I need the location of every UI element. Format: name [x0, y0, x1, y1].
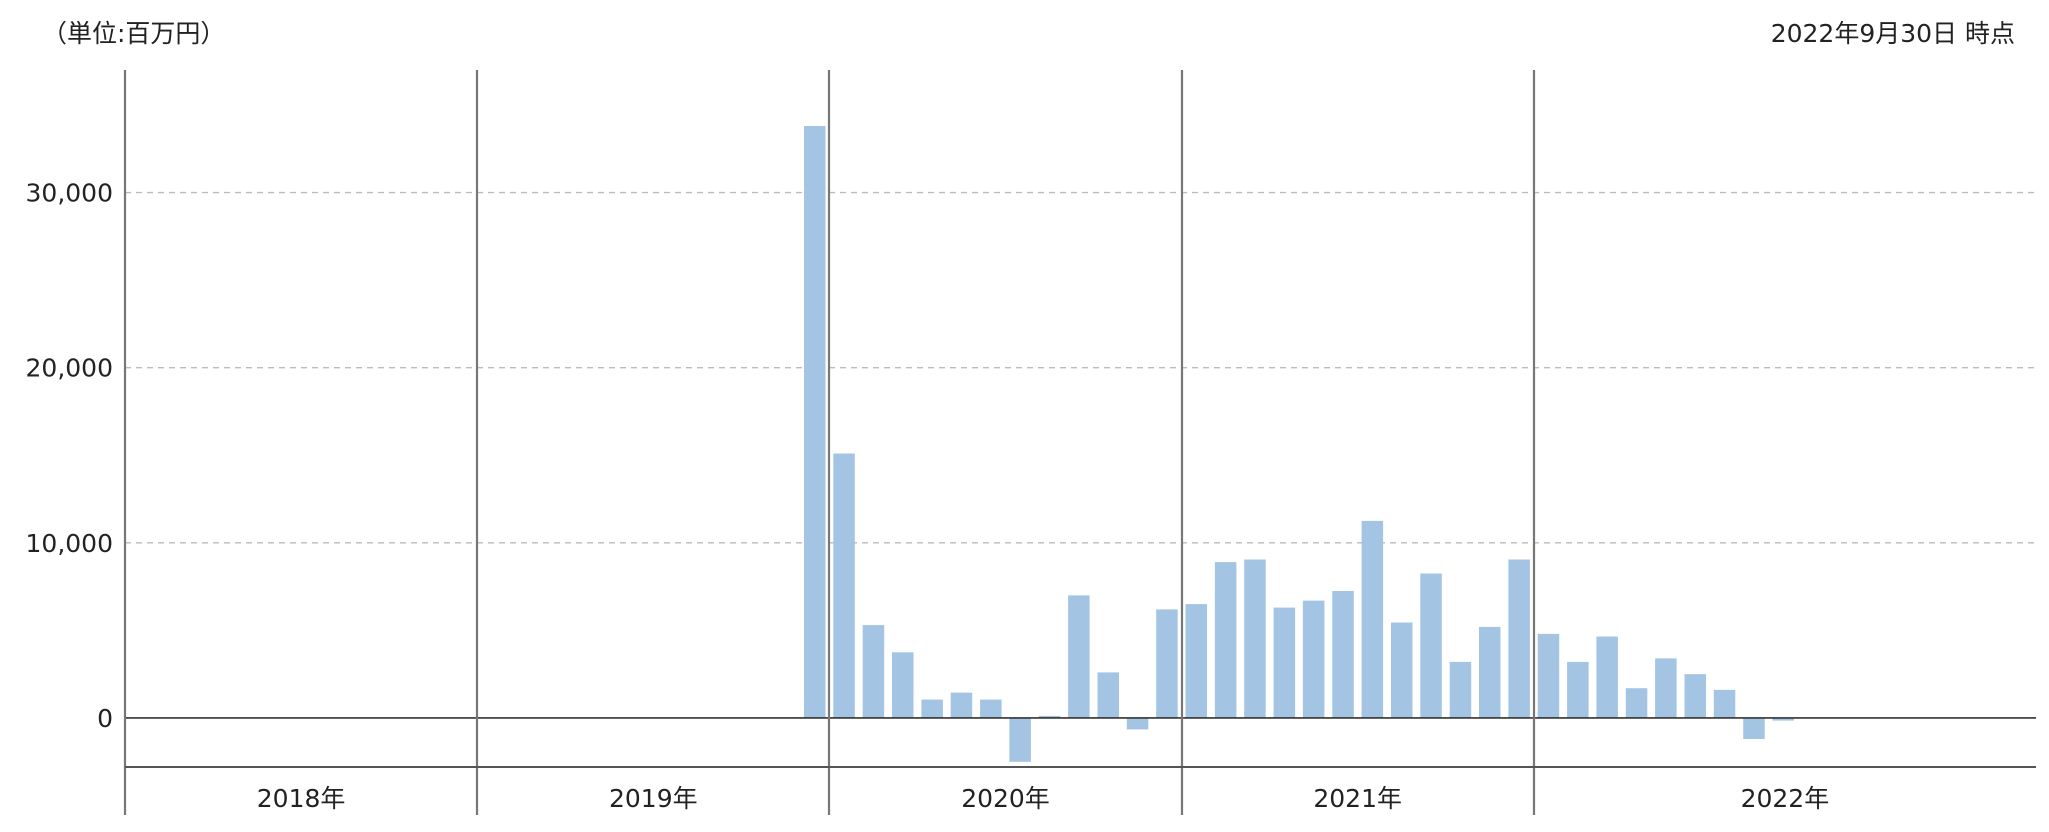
tick-labels: 0 10,000 20,000 30,000 2018年 2019年 2020年 2021年 2…: [26, 179, 1830, 813]
bar: [1038, 715, 1061, 718]
y-tick-label: 0: [97, 704, 113, 733]
bar: [921, 699, 943, 718]
bar: [1625, 688, 1648, 718]
gridlines: [125, 191, 2036, 544]
bar: [892, 652, 914, 718]
bar: [1302, 600, 1325, 718]
x-tick-label: 2020年: [961, 784, 1050, 813]
bar: [1772, 718, 1794, 721]
bar: [1449, 661, 1472, 718]
bar: [862, 625, 885, 718]
x-tick-label: 2019年: [609, 784, 698, 813]
bar: [1508, 559, 1530, 718]
bar: [1567, 661, 1589, 718]
x-tick-label: 2018年: [257, 784, 346, 813]
bar: [1332, 591, 1354, 718]
bar: [1391, 622, 1413, 718]
bar: [804, 126, 826, 718]
bar: [980, 699, 1002, 718]
bar: [1420, 573, 1442, 718]
bar: [1009, 718, 1031, 762]
unit-label: （単位:百万円）: [42, 19, 226, 48]
bar: [1126, 718, 1149, 730]
bar: [1537, 633, 1560, 718]
y-tick-label: 20,000: [26, 354, 113, 383]
axes: [123, 70, 2036, 815]
bars: [804, 126, 1794, 762]
as-of-date-label: 2022年9月30日 時点: [1770, 19, 2015, 48]
bar: [1596, 636, 1618, 718]
bar: [1713, 689, 1736, 718]
bar: [1214, 562, 1237, 718]
x-tick-label: 2021年: [1313, 784, 1402, 813]
bar: [1273, 607, 1296, 718]
bar: [1479, 626, 1501, 718]
bar: [1156, 609, 1178, 718]
bar: [950, 692, 973, 718]
y-tick-label: 10,000: [26, 529, 113, 558]
bar: [1185, 604, 1207, 718]
bar: [1068, 595, 1090, 718]
bar: [1743, 718, 1765, 739]
y-tick-label: 30,000: [26, 179, 113, 208]
x-tick-label: 2022年: [1741, 784, 1830, 813]
bar: [833, 453, 855, 718]
bar: [1244, 559, 1266, 718]
bar: [1655, 658, 1677, 718]
bar: [1684, 674, 1706, 718]
bar: [1361, 520, 1384, 718]
bar: [1097, 672, 1119, 718]
